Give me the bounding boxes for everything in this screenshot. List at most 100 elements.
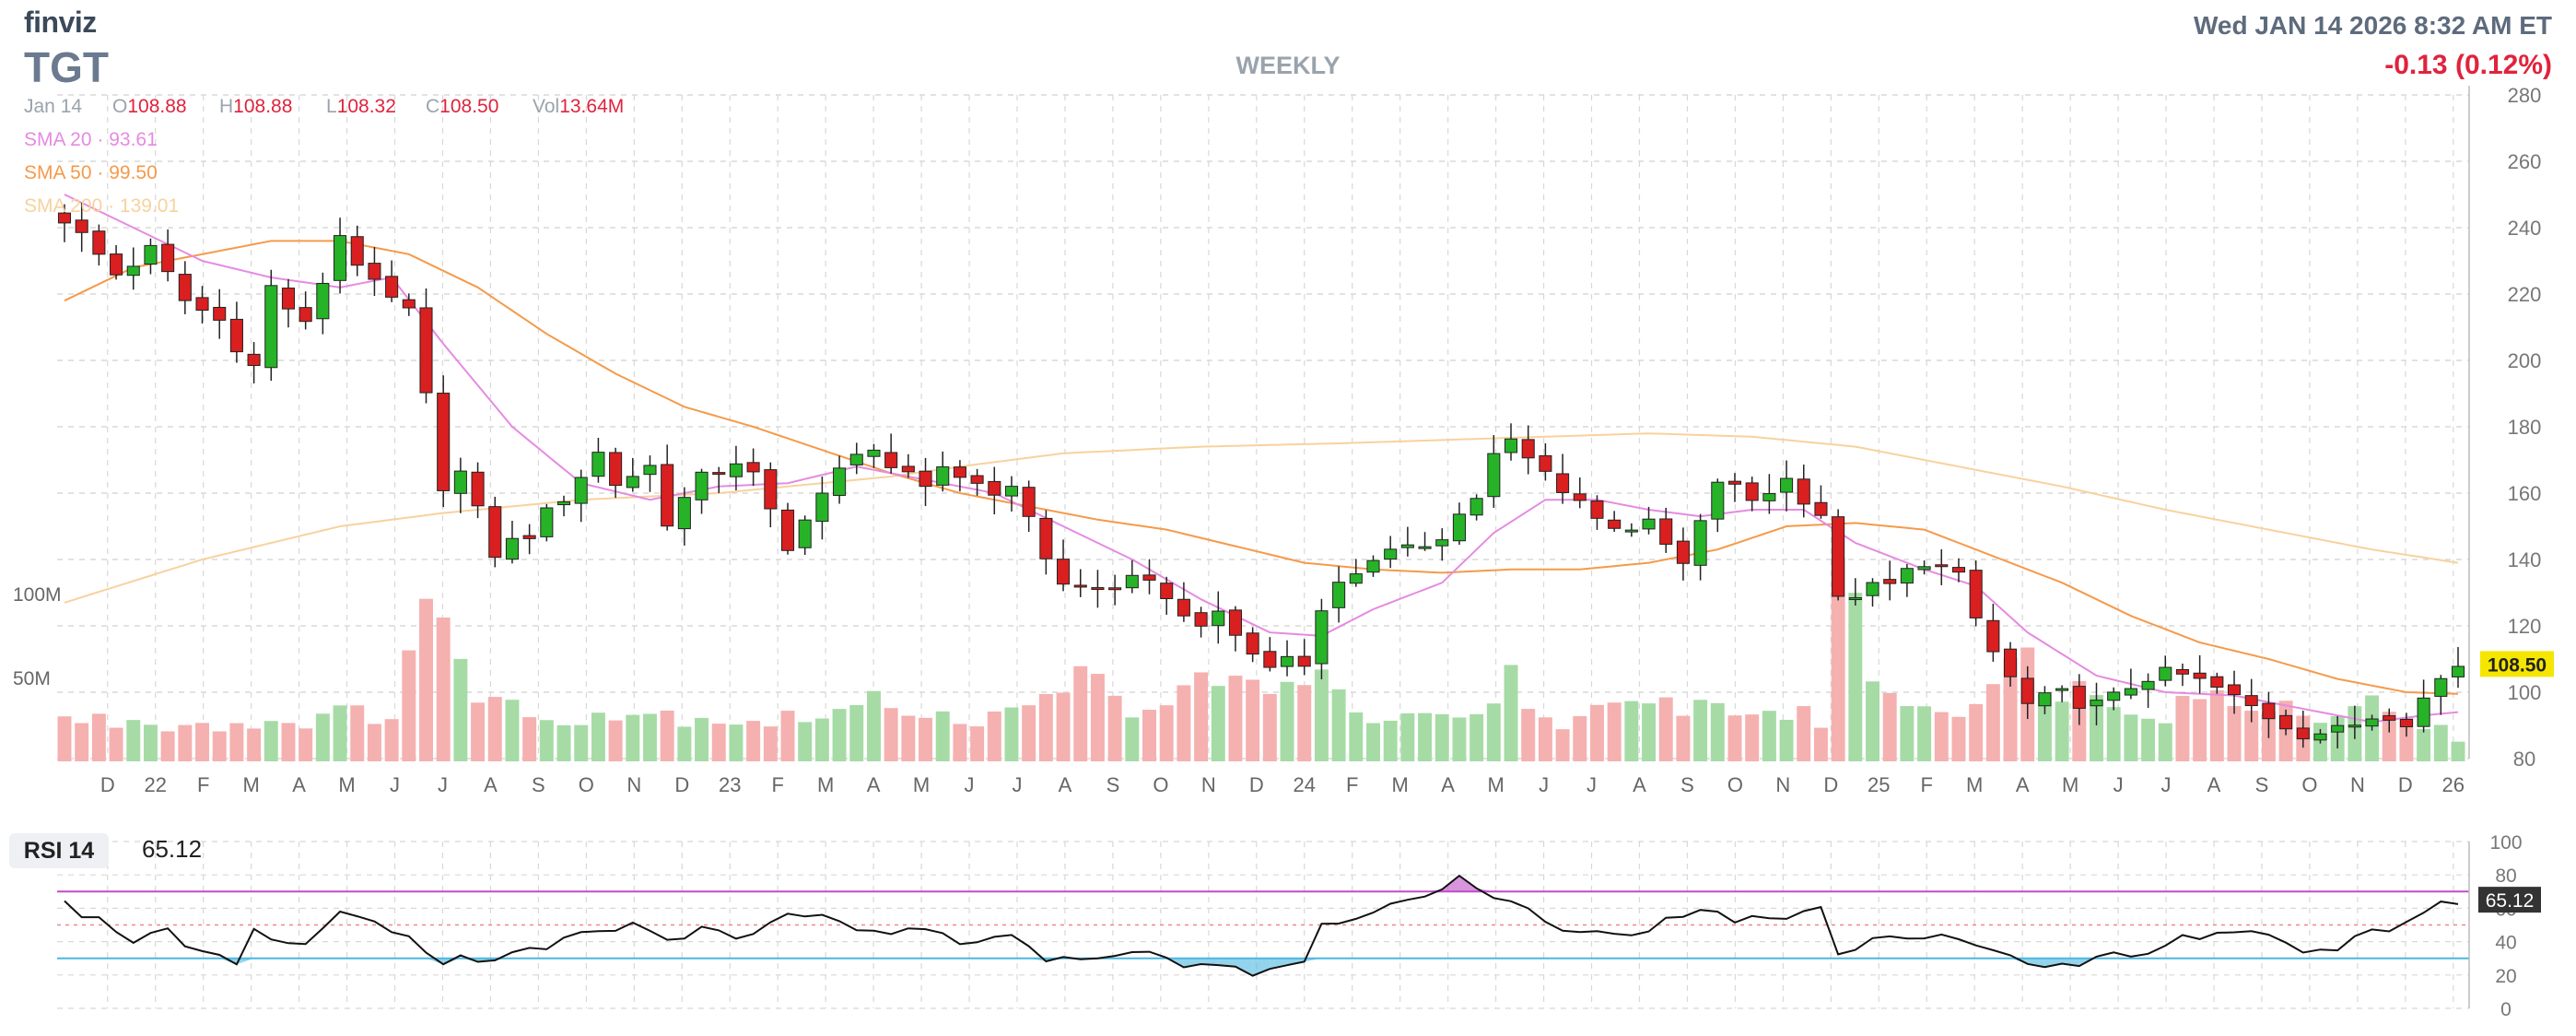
ohlc-close: C108.50	[426, 96, 498, 118]
sma200-line	[64, 432, 2459, 604]
volume-bar	[798, 722, 813, 761]
price-tick-label: 140	[2508, 548, 2542, 571]
rsi-oversold-fill	[1235, 958, 1253, 976]
volume-bar	[1934, 712, 1949, 761]
x-tick-label: J	[1587, 773, 1597, 796]
candle-up	[1711, 481, 1725, 520]
x-tick-label: N	[2350, 773, 2365, 796]
volume-bar	[574, 724, 589, 761]
volume-bar	[695, 717, 709, 761]
candle-down	[299, 307, 312, 323]
volume-bar	[436, 618, 451, 761]
ohlc-date: Jan 14	[24, 96, 82, 118]
x-tick-label: A	[484, 773, 498, 796]
candle-down	[780, 509, 795, 551]
volume-bar	[970, 726, 985, 761]
x-tick-label: A	[1633, 773, 1646, 796]
candle-down	[988, 480, 1001, 496]
price-tick-label: 200	[2508, 349, 2542, 372]
volume-bar	[1607, 702, 1622, 761]
x-tick-label: M	[338, 773, 355, 796]
candle-down	[57, 212, 72, 224]
candle-down	[1745, 482, 1759, 501]
volume-bar	[1246, 679, 1260, 761]
volume-bar	[2106, 707, 2121, 761]
rsi-tick-label: 40	[2495, 933, 2516, 954]
volume-bar	[1107, 695, 1122, 761]
volume-bar	[1521, 709, 1536, 761]
candle-down	[437, 393, 451, 491]
volume-bar	[1813, 727, 1828, 761]
candle-up	[2090, 700, 2103, 707]
price-tick-label: 100	[2508, 681, 2542, 704]
candle-down	[901, 465, 915, 473]
x-tick-label: F	[1346, 773, 1358, 796]
volume-bar	[1710, 702, 1725, 761]
rsi-tick-label: 80	[2495, 865, 2516, 887]
volume-bar	[1022, 705, 1036, 761]
volume-bar	[1951, 716, 1966, 761]
ohlc-open: O108.88	[112, 96, 187, 118]
volume-bar	[402, 650, 416, 761]
candle-down	[1177, 598, 1190, 617]
last-price-marker	[2480, 651, 2554, 677]
candle-down	[1073, 584, 1087, 588]
candle-up	[2451, 665, 2465, 677]
x-tick-label: A	[1441, 773, 1455, 796]
volume-bar	[1073, 665, 1088, 761]
sma50-legend[interactable]: SMA 50 · 99.50	[24, 162, 158, 183]
rsi-indicator-label[interactable]: RSI 14	[9, 833, 109, 868]
volume-bar	[1658, 697, 1673, 761]
x-tick-label: 25	[1868, 773, 1890, 796]
candle-down	[1883, 579, 1897, 584]
sma20-line	[64, 194, 2459, 724]
volume-bar	[1727, 715, 1742, 761]
x-tick-label: 24	[1294, 773, 1316, 796]
x-tick-label: J	[438, 773, 448, 796]
candle-up	[1469, 498, 1483, 516]
volume-bar	[195, 723, 210, 761]
x-tick-label: A	[867, 773, 881, 796]
candle-down	[1039, 517, 1053, 559]
volume-bar	[1125, 717, 1140, 761]
volume-bar	[2399, 717, 2414, 761]
x-tick-label: A	[2207, 773, 2221, 796]
candle-up	[1642, 518, 1656, 530]
candle-up	[1332, 582, 1346, 608]
candle-up	[1504, 438, 1518, 453]
last-price-label: 108.50	[2488, 654, 2547, 676]
candle-up	[643, 465, 657, 476]
candle-up	[729, 463, 743, 477]
volume-bar	[1917, 706, 1932, 761]
sma20-legend[interactable]: SMA 20 · 93.61	[24, 129, 158, 150]
volume-bar	[315, 713, 330, 761]
high-value: 108.88	[233, 96, 293, 117]
candle-up	[815, 492, 829, 523]
candle-up	[453, 470, 467, 494]
x-tick-label: J	[1539, 773, 1549, 796]
volume-bar	[1762, 711, 1776, 761]
volume-bar	[2382, 712, 2396, 761]
volume-bar	[2090, 695, 2103, 761]
candle-up	[2348, 724, 2361, 728]
ohlc-volume: Vol13.64M	[533, 96, 624, 118]
candle-down	[229, 318, 243, 353]
candle-down	[953, 466, 966, 478]
candle-down	[1814, 501, 1828, 516]
sma200-legend[interactable]: SMA 200 · 139.01	[24, 195, 180, 217]
candle-up	[1366, 559, 1380, 573]
volume-bar	[814, 718, 829, 761]
volume-bar	[1142, 710, 1156, 761]
open-label: O	[112, 96, 128, 117]
volume-bar	[419, 598, 433, 761]
candle-down	[661, 464, 674, 527]
candle-down	[1797, 478, 1810, 505]
volume-bar	[1331, 689, 1346, 761]
volume-bar	[1434, 713, 1449, 761]
low-label: L	[326, 96, 337, 117]
volume-bar	[247, 728, 262, 761]
finviz-logo[interactable]: finviz	[24, 6, 97, 39]
candle-up	[677, 497, 691, 530]
candle-down	[1539, 454, 1552, 472]
